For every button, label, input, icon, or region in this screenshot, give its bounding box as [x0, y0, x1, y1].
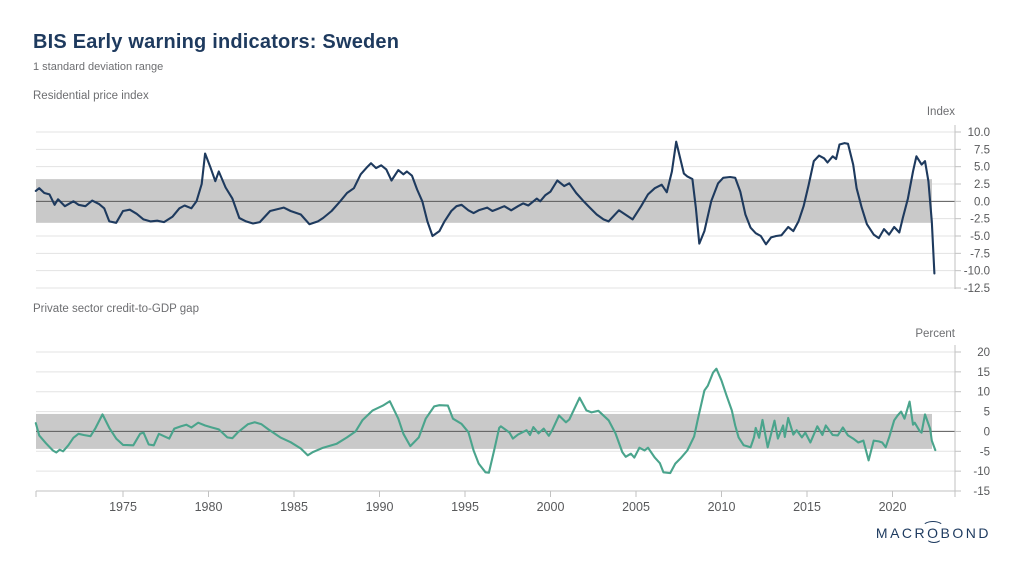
y-tick-label: -15: [973, 486, 990, 498]
chart1-y-axis-unit: Index: [926, 106, 955, 118]
y-tick-label: 15: [977, 367, 990, 379]
logo-arc-top-icon: [922, 521, 945, 534]
y-tick-label: 10: [977, 387, 990, 399]
chart2-y-axis-unit: Percent: [915, 328, 955, 340]
x-tick-label: 1985: [280, 500, 308, 514]
y-tick-label: 20: [977, 347, 990, 359]
page-subtitle: 1 standard deviation range: [33, 61, 164, 73]
x-tick-label: 1990: [366, 500, 394, 514]
y-tick-label: -10.0: [964, 266, 990, 278]
x-tick-label: 1995: [451, 500, 479, 514]
y-tick-label: -2.5: [970, 214, 990, 226]
y-tick-label: -5: [980, 446, 990, 458]
x-tick-label: 2005: [622, 500, 650, 514]
series-line-navy: [34, 140, 936, 275]
logo-globe-o: O: [922, 521, 945, 543]
y-tick-label: 0.0: [974, 196, 990, 208]
y-tick-label: -5.0: [970, 231, 990, 243]
logo-text-left: MACR: [875, 525, 928, 541]
y-tick-label: -12.5: [964, 283, 990, 295]
x-tick-label: 1975: [109, 500, 137, 514]
logo-arc-bottom-icon: [926, 532, 943, 543]
page-title: BIS Early warning indicators: Sweden: [33, 31, 400, 53]
x-tick-label: 2000: [537, 500, 565, 514]
y-tick-label: 7.5: [974, 144, 990, 156]
y-tick-label: 10.0: [968, 127, 990, 139]
x-tick-label: 2010: [708, 500, 736, 514]
chart1-title: Residential price index: [33, 90, 149, 102]
logo-text-right: BOND: [940, 525, 991, 541]
x-tick-label: 1980: [195, 500, 223, 514]
y-tick-label: -10: [973, 466, 990, 478]
y-tick-label: 5: [984, 407, 990, 419]
x-tick-label: 2015: [793, 500, 821, 514]
x-tick-label: 2020: [879, 500, 907, 514]
chart2-title: Private sector credit-to-GDP gap: [33, 303, 199, 315]
y-tick-label: 0: [984, 426, 990, 438]
y-tick-label: -7.5: [970, 248, 990, 260]
y-tick-label: 2.5: [974, 179, 990, 191]
y-tick-label: 5.0: [974, 162, 990, 174]
macrobond-logo: MACR OBOND: [875, 521, 991, 543]
series-line-teal: [34, 367, 937, 475]
